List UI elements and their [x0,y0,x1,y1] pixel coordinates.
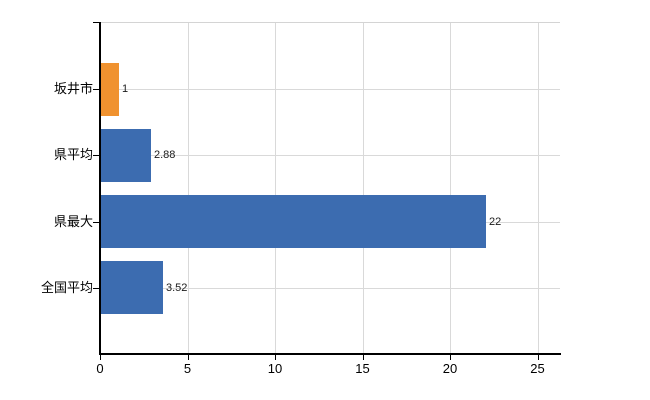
x-axis-tick-label: 25 [530,361,545,376]
x-gridline [450,23,451,354]
bar-value-label: 1 [122,83,129,95]
bar [101,63,119,116]
bar-value-label: 2.88 [154,149,176,161]
category-label: 全国平均 [40,280,93,295]
bar [101,129,151,182]
category-gridline [100,155,560,156]
x-gridline [362,23,364,354]
y-axis-top-tick [93,22,99,23]
bar [101,195,486,248]
x-gridline [187,23,189,354]
category-label: 県平均 [53,147,93,162]
x-axis-tick-label: 0 [96,361,104,376]
category-label: 県最大 [53,214,93,229]
x-axis-tick-label: 20 [442,361,458,376]
bar-value-label: 3.52 [166,282,188,294]
x-axis-tick [187,355,189,360]
y-axis-tick [93,222,99,223]
category-gridline [100,288,560,289]
x-gridline [537,23,539,354]
x-axis-tick-label: 10 [267,361,283,376]
x-gridline [275,23,276,354]
y-axis-tick [93,155,99,156]
x-axis-tick [537,355,539,360]
x-axis-line [99,353,561,355]
plot-top-border [100,22,560,23]
x-axis-tick [100,355,101,360]
y-axis-tick [93,288,99,289]
x-axis-tick-label: 5 [183,361,192,376]
x-axis-tick-label: 15 [355,361,370,376]
x-axis-tick [362,355,364,360]
category-label: 坂井市 [53,81,93,96]
y-axis-line [99,22,101,355]
bar-value-label: 22 [489,216,502,228]
x-axis-tick [275,355,276,360]
y-axis-tick [93,89,99,90]
bar [101,261,163,314]
category-gridline [100,89,560,90]
x-axis-tick [450,355,451,360]
